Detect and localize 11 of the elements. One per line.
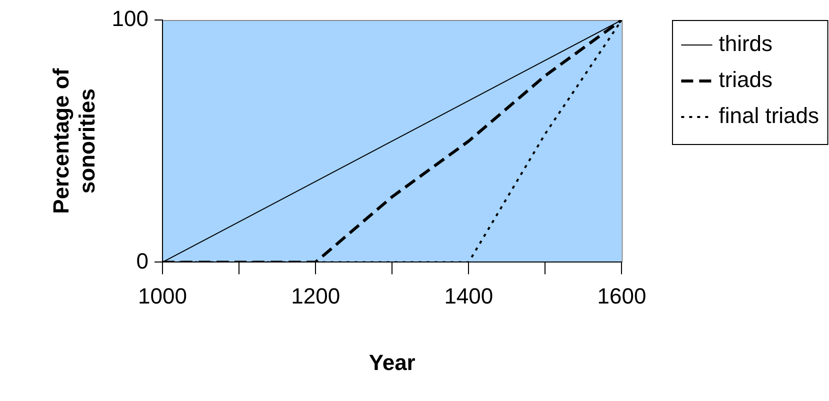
x-axis-title: Year <box>368 350 416 375</box>
x-tick-label: 1200 <box>291 283 340 308</box>
legend-label: final triads <box>718 103 820 128</box>
legend-label: triads <box>718 67 773 92</box>
x-tick-label: 1000 <box>138 283 187 308</box>
y-tick-label: 100 <box>112 6 149 32</box>
legend-label: thirds <box>718 31 773 56</box>
x-tick-label: 1400 <box>444 283 494 308</box>
x-tick-label: 1600 <box>597 283 646 308</box>
y-axis-title: Percentage of sonorities <box>48 68 100 214</box>
y-tick-label: 0 <box>136 248 149 274</box>
